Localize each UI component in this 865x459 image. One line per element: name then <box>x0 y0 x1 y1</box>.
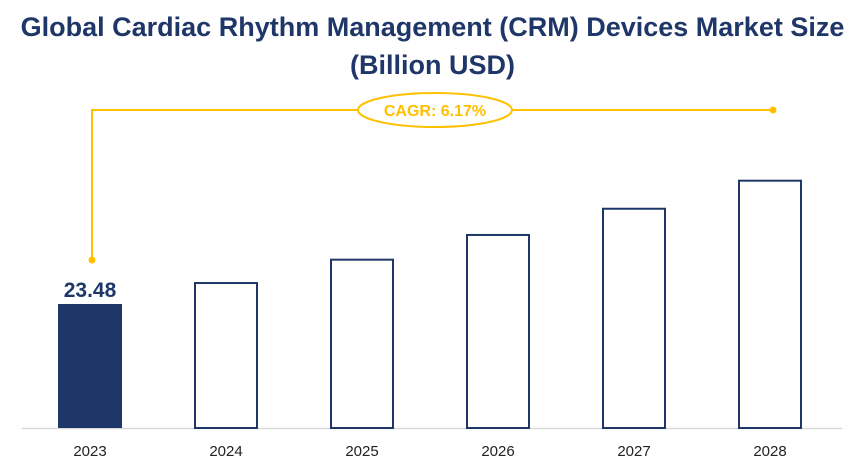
bar-2025 <box>330 258 394 429</box>
cagr-ellipse <box>357 92 513 128</box>
bar-2027 <box>602 207 666 429</box>
cagr-end-dot <box>769 106 777 114</box>
cagr-line-left <box>91 109 358 260</box>
bar-2026 <box>466 233 530 429</box>
bar-2023 <box>58 304 122 428</box>
bar-2024 <box>194 282 258 429</box>
bar-2028 <box>738 179 802 429</box>
x-tick-label: 2026 <box>481 443 514 459</box>
x-tick-label: 2025 <box>345 443 378 459</box>
x-tick-label: 2028 <box>753 443 786 459</box>
x-tick-label: 2024 <box>209 443 242 459</box>
x-tick-label: 2027 <box>617 443 650 459</box>
cagr-start-dot <box>88 256 96 264</box>
chart-title: Global Cardiac Rhythm Management (CRM) D… <box>20 12 845 80</box>
data-label: 23.48 <box>64 279 117 302</box>
cagr-label: CAGR: 6.17% <box>384 103 486 120</box>
x-tick-label: 2023 <box>73 443 106 459</box>
